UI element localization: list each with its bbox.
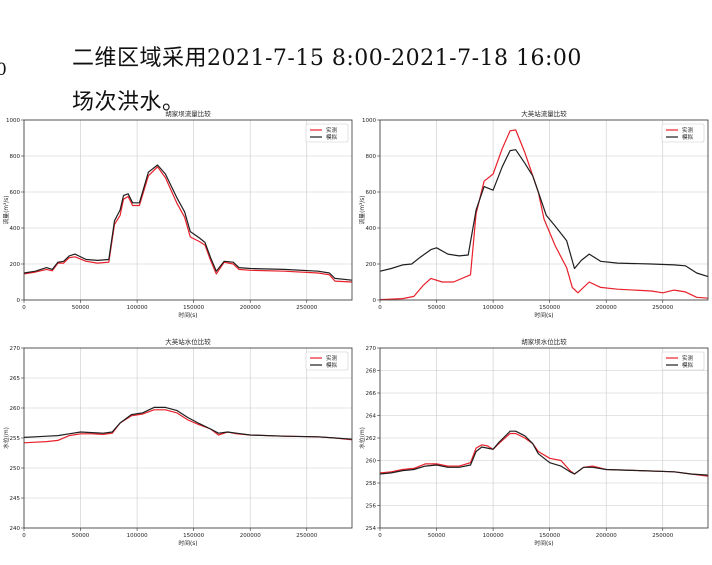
x-tick-label: 250000 <box>652 305 673 311</box>
y-tick-label: 600 <box>10 190 21 196</box>
x-tick-label: 100000 <box>483 305 504 311</box>
x-tick-label: 250000 <box>296 305 317 311</box>
legend-label-simulated: 模拟 <box>326 361 338 369</box>
x-tick-label: 100000 <box>127 533 148 539</box>
x-tick-label: 100000 <box>483 533 504 539</box>
y-tick-label: 260 <box>10 406 21 412</box>
y-tick-label: 260 <box>366 459 377 465</box>
x-tick-label: 50000 <box>428 305 446 311</box>
y-tick-label: 400 <box>366 226 377 232</box>
hujiaba-level-chart: 0 50000 100000 150000 200000 250000 254 256 258 2… <box>358 337 709 547</box>
x-tick-label: 200000 <box>240 533 261 539</box>
y-tick-label: 800 <box>10 154 21 160</box>
y-tick-label: 1000 <box>6 118 20 124</box>
x-tick-label: 150000 <box>539 305 560 311</box>
legend-label-simulated: 模拟 <box>682 361 694 369</box>
daying-level-x-axis-label: 时间(s) <box>178 539 197 547</box>
legend-label-observed: 实测 <box>326 354 338 362</box>
hujiaba-flow-series-observed-line <box>23 166 353 283</box>
y-tick-label: 266 <box>366 391 377 397</box>
hujiaba-flow-plot-frame <box>23 119 353 301</box>
daying-flow-series-observed-line <box>379 129 709 301</box>
daying-flow-plot-frame <box>379 119 709 301</box>
y-tick-label: 240 <box>10 526 21 532</box>
hujiaba-level-x-axis-label: 时间(s) <box>534 539 553 547</box>
daying-level-series-simulated-line <box>23 406 353 440</box>
x-tick-label: 250000 <box>296 533 317 539</box>
y-tick-label: 255 <box>10 436 21 442</box>
daying-flow-series-simulated-line <box>379 149 709 278</box>
legend-label-observed: 实测 <box>682 126 694 134</box>
x-tick-label: 50000 <box>72 305 90 311</box>
y-tick-label: 400 <box>10 226 21 232</box>
daying-level-chart: 0 50000 100000 150000 200000 250000 240 245 250 2… <box>2 337 353 547</box>
y-tick-label: 258 <box>366 481 377 487</box>
y-tick-label: 0 <box>17 298 21 304</box>
daying-flow-y-axis-label: 流量(m³/s) <box>358 195 366 224</box>
y-tick-label: 200 <box>366 262 377 268</box>
document-text-line-1: 二维区域采用2021-7-15 8:00-2021-7-18 16:00 <box>72 46 582 71</box>
y-tick-label: 265 <box>10 376 21 382</box>
legend-label-observed: 实测 <box>682 354 694 362</box>
x-tick-label: 150000 <box>183 533 204 539</box>
daying-flow-x-axis-label: 时间(s) <box>534 311 553 319</box>
hujiaba-level-series-observed-line <box>379 432 709 477</box>
x-tick-label: 250000 <box>652 533 673 539</box>
x-tick-label: 0 <box>22 305 26 311</box>
y-tick-label: 245 <box>10 496 21 502</box>
x-tick-label: 50000 <box>72 533 90 539</box>
y-tick-label: 264 <box>366 414 377 420</box>
hujiaba-flow-chart: 0 50000 100000 150000 200000 250000 0 200 400 600… <box>2 109 353 319</box>
daying-level-y-axis-label: 水位(m) <box>2 427 10 449</box>
hujiaba-flow-x-axis-label: 时间(s) <box>178 311 197 319</box>
y-tick-label: 254 <box>366 526 377 532</box>
x-tick-label: 0 <box>378 305 382 311</box>
y-tick-label: 600 <box>366 190 377 196</box>
x-tick-label: 150000 <box>539 533 560 539</box>
x-tick-label: 150000 <box>183 305 204 311</box>
y-tick-label: 270 <box>366 346 377 352</box>
x-tick-label: 0 <box>22 533 26 539</box>
x-tick-label: 100000 <box>127 305 148 311</box>
hujiaba-level-y-axis-label: 水位(m) <box>358 427 366 449</box>
x-tick-label: 0 <box>378 533 382 539</box>
daying-level-title: 大英站水位比较 <box>165 337 211 346</box>
hujiaba-flow-title: 胡家坝流量比较 <box>165 109 211 118</box>
document-text-line-2: 场次洪水。 <box>72 90 185 115</box>
y-tick-label: 270 <box>10 346 21 352</box>
y-tick-label: 256 <box>366 504 377 510</box>
legend-label-simulated: 模拟 <box>326 133 338 141</box>
hujiaba-level-title: 胡家坝水位比较 <box>521 337 567 346</box>
y-tick-label: 200 <box>10 262 21 268</box>
legend-label-observed: 实测 <box>326 126 338 134</box>
y-tick-label: 800 <box>366 154 377 160</box>
y-tick-label: 268 <box>366 369 377 375</box>
y-tick-label: 0 <box>373 298 377 304</box>
x-tick-label: 200000 <box>596 533 617 539</box>
hujiaba-flow-y-axis-label: 流量(m³/s) <box>2 195 10 224</box>
y-tick-label: 250 <box>10 466 21 472</box>
x-tick-label: 200000 <box>240 305 261 311</box>
daying-flow-chart: 0 50000 100000 150000 200000 250000 0 200 400 600… <box>358 109 709 319</box>
x-tick-label: 50000 <box>428 533 446 539</box>
daying-flow-title: 大英站流量比较 <box>521 109 567 118</box>
y-tick-label: 1000 <box>362 118 376 124</box>
x-tick-label: 200000 <box>596 305 617 311</box>
cut-off-text-fragment: 0 <box>0 60 7 80</box>
hujiaba-level-series-simulated-line <box>379 430 709 476</box>
y-tick-label: 262 <box>366 436 377 442</box>
legend-label-simulated: 模拟 <box>682 133 694 141</box>
hujiaba-flow-series-simulated-line <box>23 164 353 281</box>
